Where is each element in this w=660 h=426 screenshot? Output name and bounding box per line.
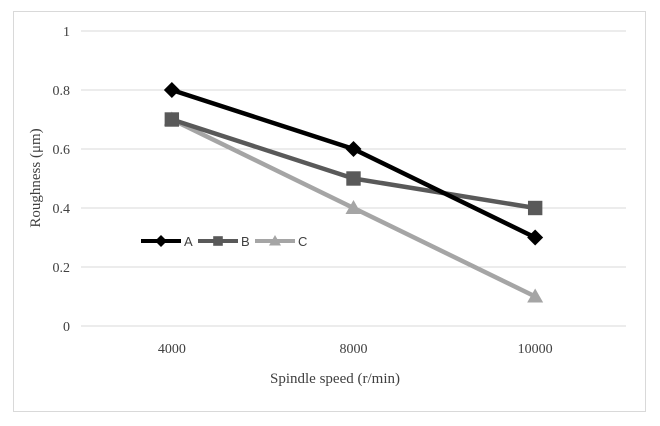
- y-tick-label: 0.2: [53, 261, 71, 276]
- square-marker: [527, 200, 543, 216]
- x-axis-label: Spindle speed (r/min): [270, 371, 400, 387]
- legend-label: C: [298, 234, 307, 249]
- diamond-marker: [345, 141, 362, 157]
- triangle-marker: [269, 235, 281, 246]
- series-c: [163, 111, 544, 303]
- triangle-marker: [527, 288, 544, 303]
- y-tick-label: 1: [63, 25, 70, 40]
- y-axis-label: Roughness (μm): [28, 128, 44, 227]
- series-line: [171, 87, 537, 240]
- y-tick-label: 0.8: [53, 84, 71, 99]
- y-tick-label: 0: [63, 320, 70, 335]
- square-marker: [213, 236, 223, 246]
- x-tick-label: 8000: [340, 342, 368, 357]
- legend-item-c: C: [255, 234, 307, 249]
- legend-label: A: [184, 234, 193, 249]
- square-marker: [346, 171, 361, 186]
- y-tick-label: 0.4: [53, 202, 71, 217]
- x-tick-label: 10000: [518, 342, 553, 357]
- series-line: [171, 117, 536, 211]
- triangle-marker: [345, 200, 362, 214]
- series-a: [163, 82, 544, 246]
- diamond-marker: [163, 82, 180, 98]
- x-tick-label: 4000: [158, 342, 186, 357]
- diamond-marker: [527, 229, 544, 246]
- square-marker: [164, 112, 180, 127]
- legend-item-a: A: [141, 234, 193, 249]
- y-tick-label: 0.6: [53, 143, 71, 158]
- chart-frame: [13, 11, 646, 412]
- legend-label: B: [241, 234, 250, 249]
- legend-item-b: B: [198, 234, 250, 249]
- diamond-marker: [155, 235, 167, 247]
- series-b: [164, 112, 543, 216]
